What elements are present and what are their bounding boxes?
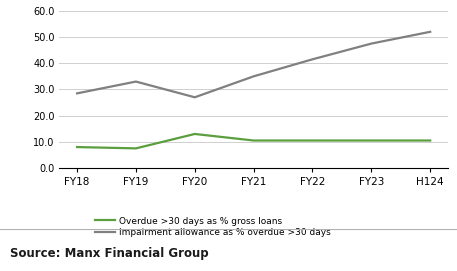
Legend: Overdue >30 days as % gross loans, Impairment allowance as % overdue >30 days: Overdue >30 days as % gross loans, Impai… (95, 217, 331, 237)
Text: Source: Manx Financial Group: Source: Manx Financial Group (10, 247, 209, 260)
